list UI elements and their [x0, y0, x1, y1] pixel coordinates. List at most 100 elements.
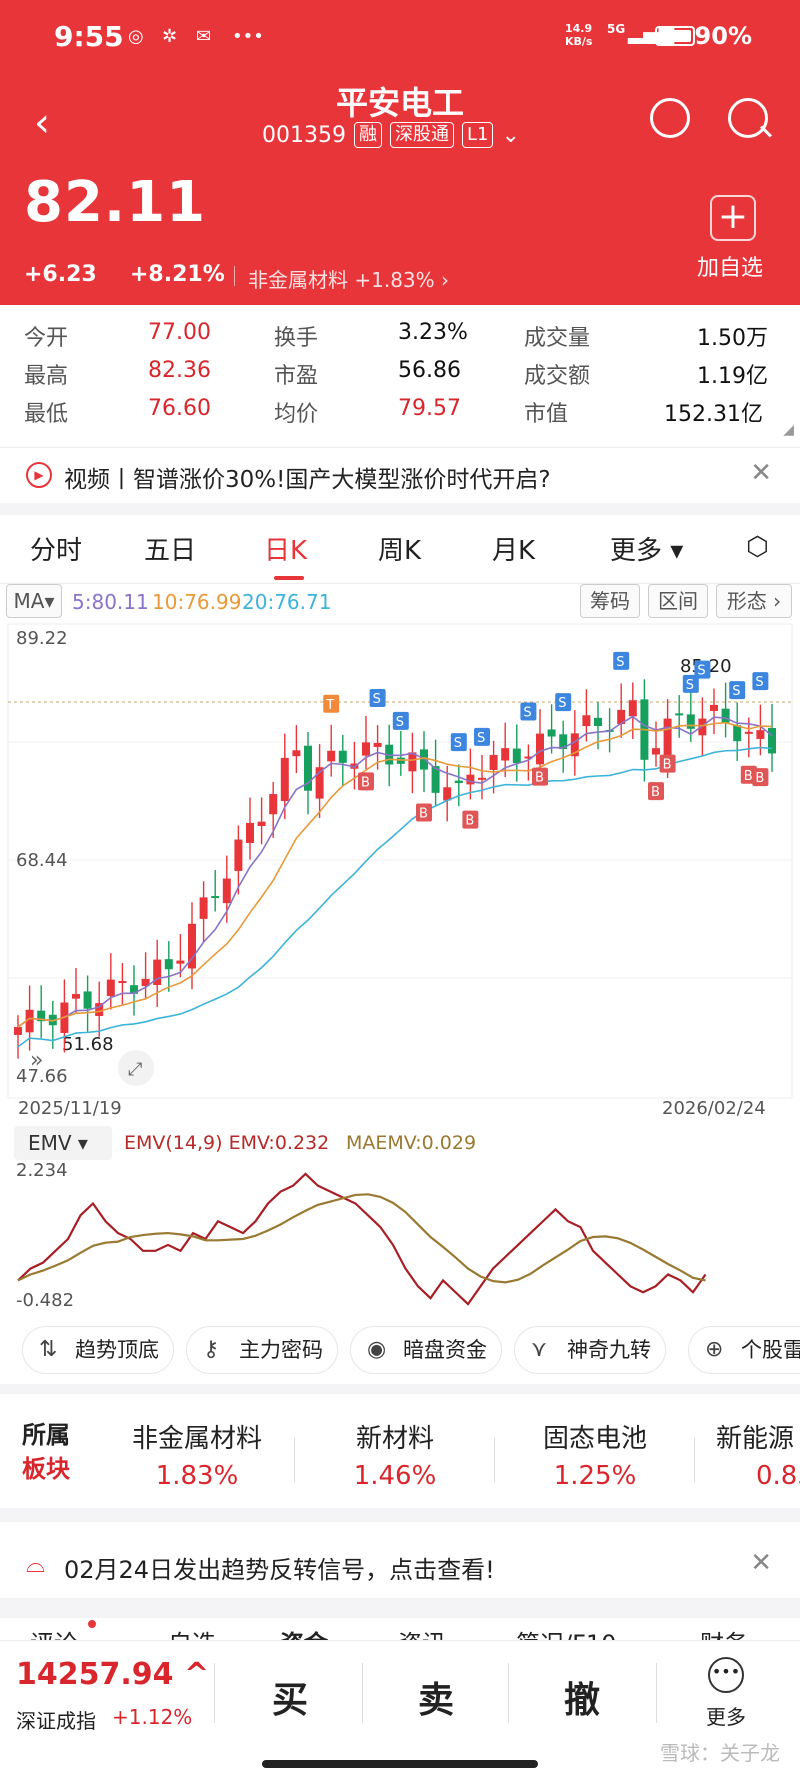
battery-percent: 90% — [694, 22, 752, 50]
tab-five-day[interactable]: 五日 — [144, 536, 197, 566]
main-force-button[interactable]: ⚷ 主力密码 — [186, 1326, 338, 1374]
low-price-label: 51.68 — [62, 1034, 114, 1055]
signal-badge[interactable] — [369, 688, 386, 707]
divider — [694, 1438, 695, 1482]
add-watchlist-icon[interactable]: + — [710, 195, 756, 241]
y-axis-mid: 68.44 — [16, 850, 68, 871]
pattern-button[interactable]: 形态 › — [716, 584, 792, 618]
sector-link[interactable]: 非金属材料 +1.83% › — [248, 268, 450, 292]
signal-badge-text: B — [361, 775, 370, 790]
signal-badge[interactable] — [729, 681, 746, 700]
close-icon[interactable]: ✕ — [750, 458, 772, 488]
emv-y-bottom: -0.482 — [16, 1290, 75, 1311]
signal-badge[interactable] — [659, 754, 676, 773]
candle-body — [559, 734, 568, 750]
tab-intraday[interactable]: 分时 — [30, 536, 83, 566]
signal-badge[interactable] — [682, 674, 699, 693]
index-value[interactable]: 14257.94 ^ — [16, 1657, 210, 1692]
tab-weekly-k[interactable]: 周K — [378, 536, 422, 566]
signal-text[interactable]: 02月24日发出趋势反转信号，点击查看! — [64, 1556, 495, 1584]
candle-body — [524, 756, 533, 759]
dark-pool-button[interactable]: ◉ 暗盘资金 — [350, 1326, 502, 1374]
expand-icon[interactable]: ◢ — [783, 422, 794, 438]
magic-nine-button[interactable]: ⋎ 神奇九转 — [514, 1326, 666, 1374]
date-start: 2025/11/19 — [18, 1098, 122, 1119]
add-watchlist-label[interactable]: 加自选 — [697, 256, 764, 281]
search-icon[interactable] — [728, 98, 768, 138]
sell-button[interactable]: 卖 — [418, 1680, 455, 1721]
fullscreen-icon[interactable] — [118, 1050, 154, 1086]
signal-badge[interactable] — [532, 767, 548, 786]
status-time: 9:55 — [54, 20, 124, 53]
signal-badge[interactable] — [416, 803, 432, 822]
news-banner[interactable]: ▶ 视频丨智谱涨价30%!国产大模型涨价时代开启? ✕ — [0, 447, 800, 503]
coin-icon: ◉ — [367, 1337, 387, 1362]
signal-badge[interactable] — [694, 660, 711, 679]
signal-badge[interactable] — [752, 768, 769, 787]
stat-value: 56.86 — [398, 358, 461, 383]
home-indicator — [262, 1760, 538, 1768]
candle-body — [327, 750, 336, 762]
buy-button[interactable]: 买 — [272, 1680, 309, 1721]
signal-badge[interactable] — [392, 711, 409, 730]
sector-item[interactable]: 固态电池 1.25% — [542, 1424, 647, 1491]
indicator-selector[interactable]: MA▾ — [6, 584, 62, 618]
tab-daily-k[interactable]: 日K — [264, 536, 308, 566]
signal-badge[interactable] — [474, 727, 490, 746]
signal-badge[interactable] — [358, 772, 374, 791]
signal-badge[interactable] — [520, 702, 537, 721]
app-notification-icon: ✲ — [162, 26, 178, 47]
settings-icon[interactable]: ⬡ — [746, 532, 769, 562]
emv-selector[interactable]: EMV ▾ — [14, 1126, 112, 1160]
ma-line — [17, 715, 773, 1028]
chips-button[interactable]: 筹码 — [580, 584, 640, 618]
more-icon[interactable]: ••• — [708, 1657, 744, 1693]
back-icon[interactable]: ‹ — [34, 100, 50, 146]
candle-body — [617, 709, 626, 725]
signal-badge[interactable] — [648, 782, 664, 801]
stock-code: 001359 — [262, 122, 346, 148]
candle-body — [628, 700, 637, 717]
candle-body — [721, 708, 730, 723]
signal-badge-text: B — [744, 769, 753, 784]
stock-code-line[interactable]: 001359 融 深股通 L1 ⌄ — [262, 122, 520, 148]
refresh-icon[interactable] — [650, 98, 690, 138]
news-text[interactable]: 视频丨智谱涨价30%!国产大模型涨价时代开启? — [64, 467, 551, 493]
signal-badge[interactable] — [613, 651, 630, 670]
stat-label: 换手 — [274, 326, 319, 351]
candle-body — [37, 1010, 46, 1022]
range-button[interactable]: 区间 — [648, 584, 708, 618]
stock-name: 平安电工 — [335, 84, 464, 122]
sector-item[interactable]: 非金属材料 1.83% — [131, 1424, 262, 1491]
signal-badge-text: S — [697, 664, 705, 679]
margin-tag: 融 — [353, 122, 382, 148]
divider — [656, 1663, 657, 1723]
radar-button[interactable]: ⊕ 个股雷 — [688, 1326, 800, 1374]
close-icon[interactable]: ✕ — [750, 1548, 772, 1578]
chevron-down-icon[interactable]: ⌄ — [501, 122, 520, 148]
signal-badge[interactable] — [323, 694, 340, 713]
cancel-order-button[interactable]: 撤 — [564, 1680, 601, 1721]
tab-more[interactable]: 更多 ▾ — [610, 536, 684, 566]
divider — [508, 1663, 509, 1723]
signal-banner[interactable]: ⌓ 02月24日发出趋势反转信号，点击查看! ✕ — [0, 1536, 800, 1598]
signal-badge[interactable] — [752, 672, 769, 691]
tab-monthly-k[interactable]: 月K — [492, 536, 536, 566]
double-chevron-icon[interactable]: » — [30, 1048, 43, 1073]
signal-badge-text: B — [465, 814, 474, 829]
candle-body — [454, 780, 463, 784]
kline-chart[interactable]: 89.22 68.44 47.66 51.68 85.20 TBBBBSSSSS… — [0, 620, 800, 1110]
index-change: +1.12% — [112, 1705, 193, 1729]
level-tag: L1 — [461, 122, 494, 148]
signal-badge[interactable] — [450, 733, 467, 752]
ma-line — [17, 721, 773, 1028]
maemv-label: MAEMV:0.029 — [346, 1132, 477, 1154]
more-label[interactable]: 更多 — [706, 1705, 746, 1729]
signal-badge[interactable] — [462, 810, 479, 829]
trend-tool-button[interactable]: ⇅ 趋势顶底 — [22, 1326, 174, 1374]
signal-badge-text: B — [535, 771, 544, 786]
signal-badge[interactable] — [555, 693, 572, 712]
signal-badge-text: S — [732, 684, 740, 699]
sector-item[interactable]: 新材料 1.46% — [353, 1424, 437, 1491]
